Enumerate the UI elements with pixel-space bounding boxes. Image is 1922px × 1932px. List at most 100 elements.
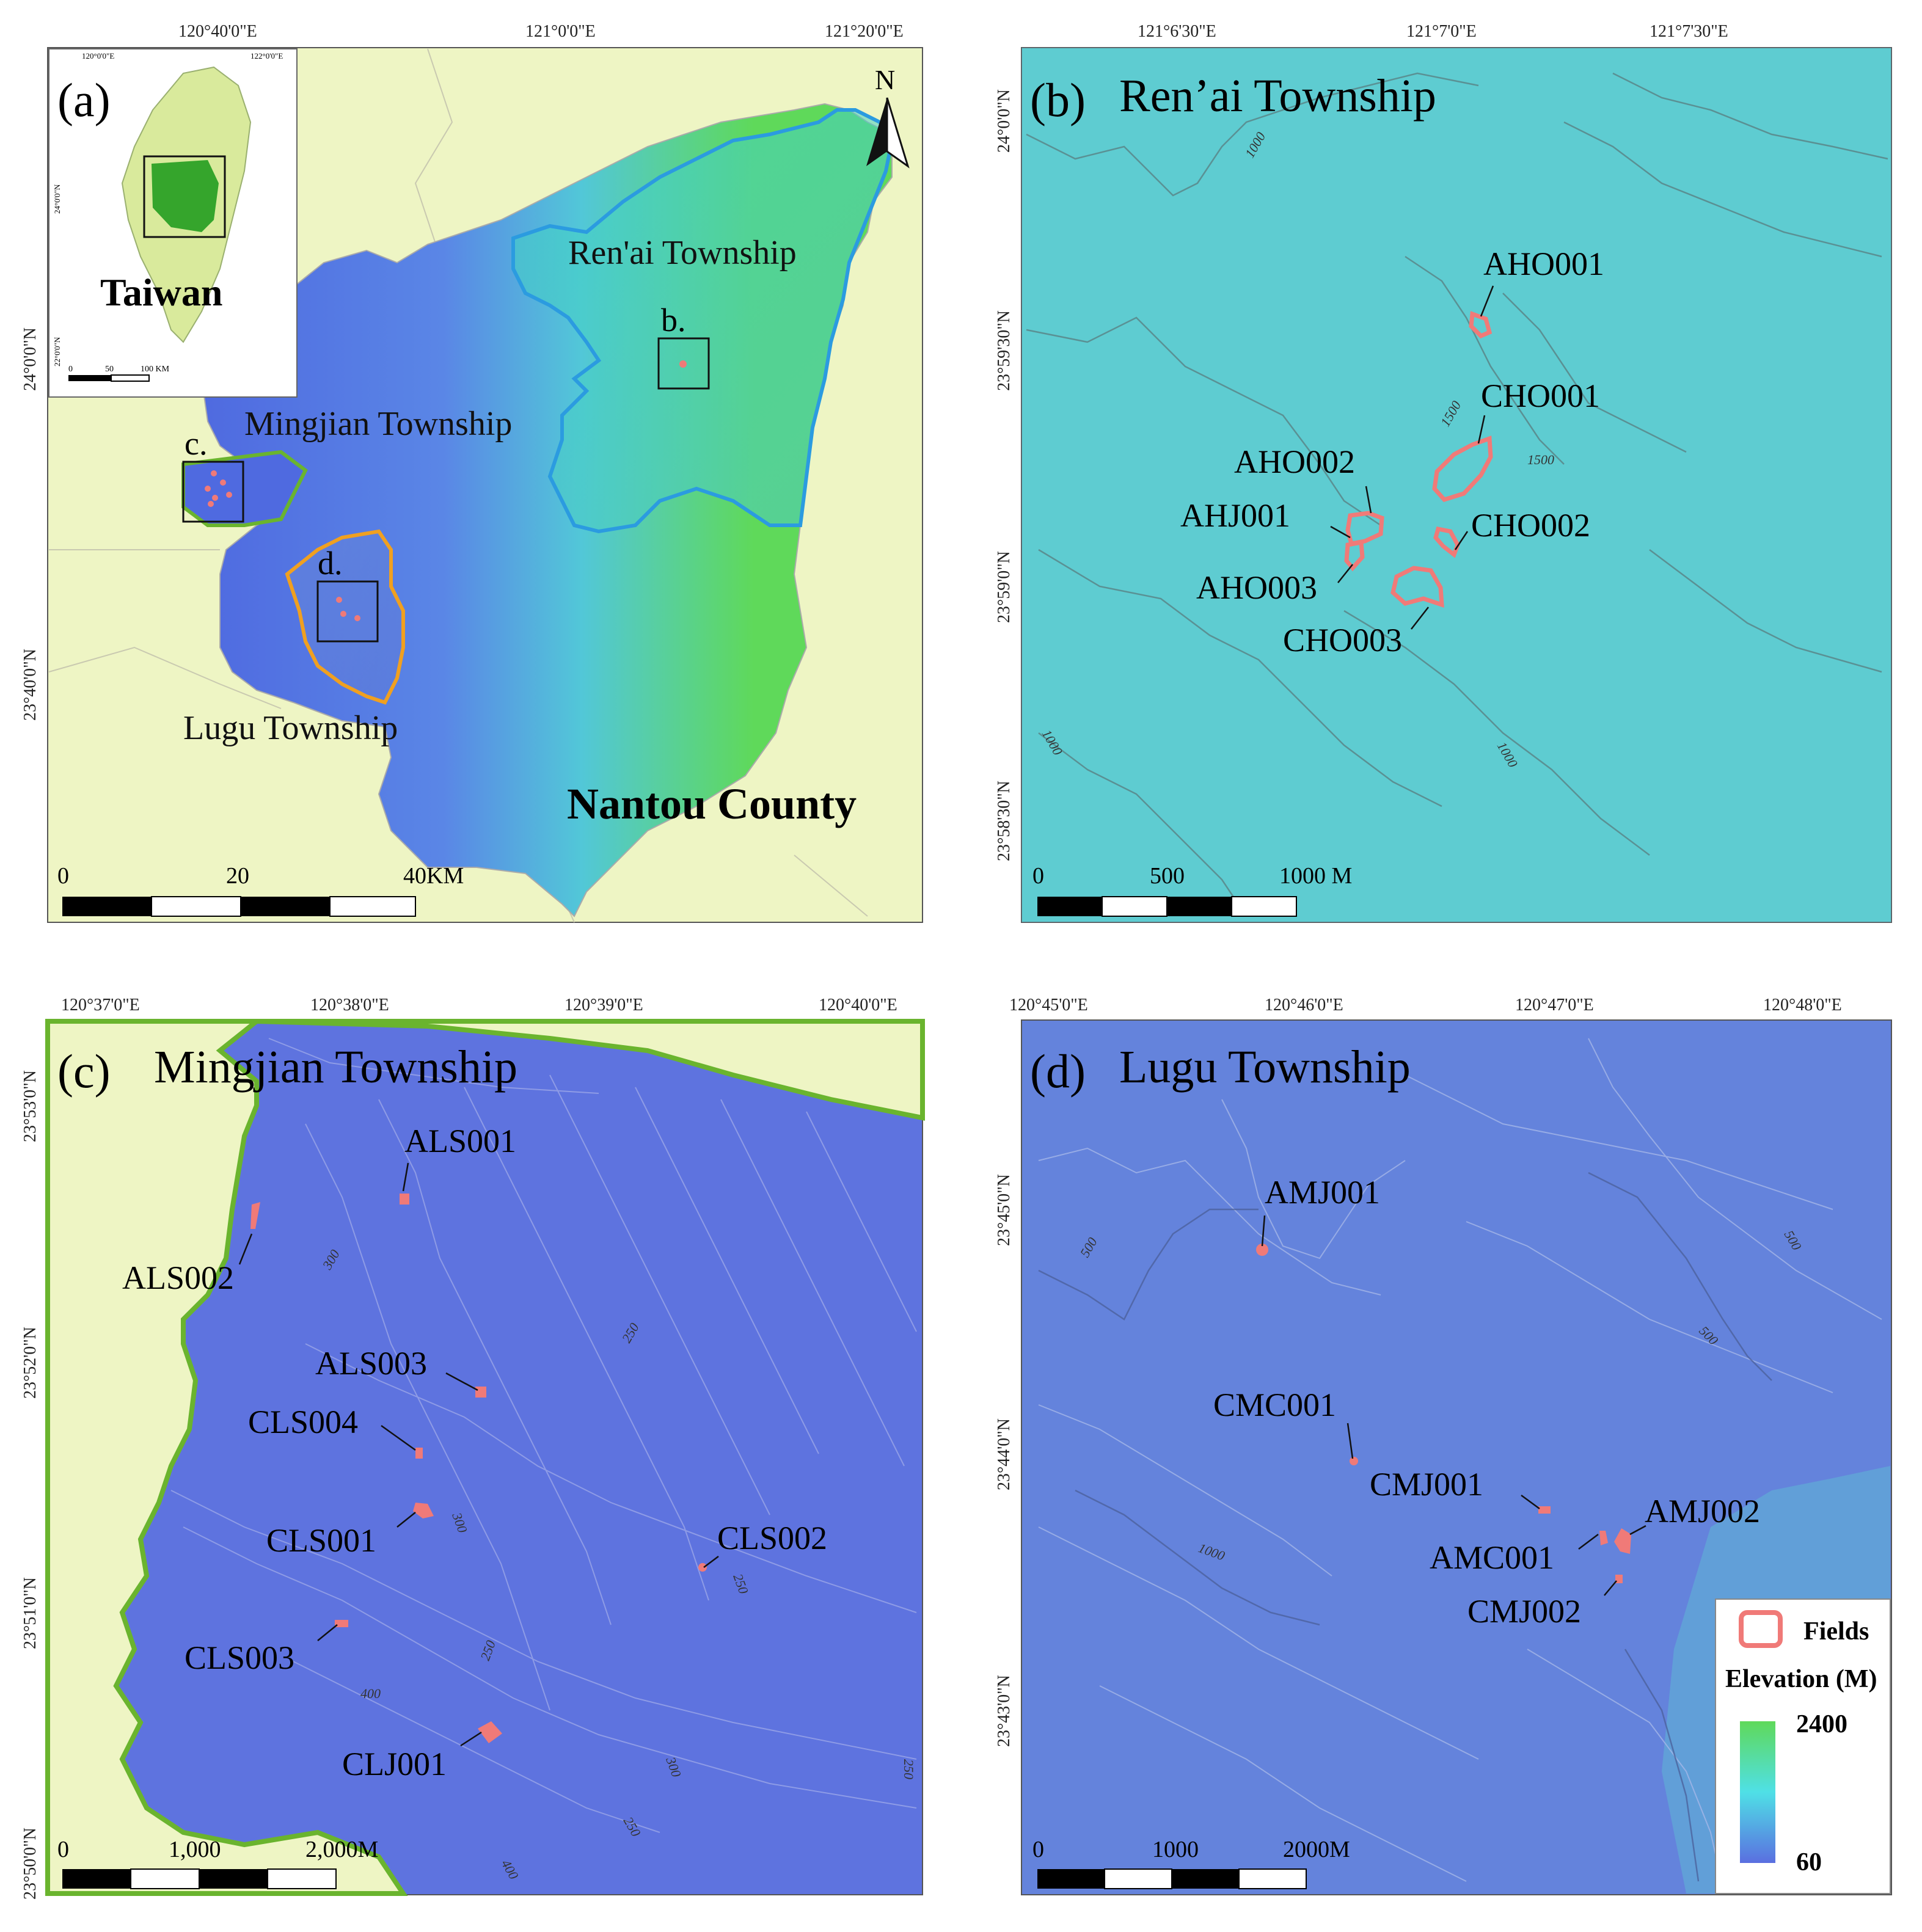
panel-a-scale-bar xyxy=(62,896,416,917)
b-lat-tick-2: 23°59'30"N xyxy=(995,310,1014,391)
c-lat-tick-3: 23°51'0"N xyxy=(21,1577,40,1649)
a-scale-40: 40KM xyxy=(403,863,464,889)
site-aho001: AHO001 xyxy=(1483,246,1604,282)
box-label-c: c. xyxy=(185,425,207,462)
inset-lat-1: 24°0'0"N xyxy=(53,184,62,214)
d-lon-tick-3: 120°47'0"E xyxy=(1515,996,1594,1015)
label-renai: Ren'ai Township xyxy=(568,234,797,272)
north-arrow-icon xyxy=(866,97,910,169)
d-lon-tick-1: 120°45'0"E xyxy=(1009,996,1088,1015)
site-aho002: AHO002 xyxy=(1234,443,1355,480)
a-lon-tick-2: 121°0'0"E xyxy=(525,22,596,41)
site-als002: ALS002 xyxy=(122,1259,234,1296)
panel-a-field-dots xyxy=(205,360,687,621)
panel-c-north-border xyxy=(256,1019,925,1121)
panel-label-d: (d) xyxy=(1030,1044,1086,1098)
site-cls003: CLS003 xyxy=(185,1639,294,1676)
site-clj001: CLJ001 xyxy=(342,1746,447,1782)
site-cmj001: CMJ001 xyxy=(1370,1466,1483,1503)
b-lon-tick-1: 121°6'30"E xyxy=(1138,22,1216,41)
legend-fields-label: Fields xyxy=(1803,1617,1869,1646)
panel-b-scale-bar xyxy=(1037,896,1297,917)
site-cls001: CLS001 xyxy=(266,1522,376,1559)
site-ahj001: AHJ001 xyxy=(1180,497,1290,534)
legend-field-swatch xyxy=(1739,1610,1783,1648)
d-lat-tick-1: 23°45'0"N xyxy=(995,1174,1014,1246)
label-lugu: Lugu Township xyxy=(183,709,398,747)
site-cmc001: CMC001 xyxy=(1213,1387,1336,1423)
d-scale-0: 0 xyxy=(1032,1837,1044,1862)
box-label-d: d. xyxy=(318,545,343,581)
c-lon-tick-1: 120°37'0"E xyxy=(61,996,140,1015)
b-lat-tick-4: 23°58'30"N xyxy=(995,781,1014,861)
inset-scale-50: 50 xyxy=(105,365,114,374)
north-label: N xyxy=(875,64,895,95)
box-d xyxy=(316,580,379,643)
c-scale-1000: 1,000 xyxy=(169,1837,221,1862)
panel-d: 500 500 500 1000 AMJ001 CMC001 CMJ001 AM… xyxy=(995,996,1892,1895)
panel-d-fields xyxy=(1256,1244,1631,1583)
panel-b-frame xyxy=(1021,47,1892,923)
panel-d-scale-bar xyxy=(1037,1868,1307,1889)
c-scale-2000: 2,000M xyxy=(305,1837,378,1862)
inset-scale-100: 100 KM xyxy=(141,365,170,374)
panel-b-fields xyxy=(1344,311,1493,608)
d-lat-tick-2: 23°44'0"N xyxy=(995,1418,1014,1490)
site-cls004: CLS004 xyxy=(248,1404,358,1440)
panel-c-outside-area xyxy=(45,1019,408,1896)
legend-elevation-ramp xyxy=(1740,1721,1775,1863)
b-lat-tick-1: 24°0'0"N xyxy=(995,89,1014,153)
box-c xyxy=(182,461,244,523)
b-scale-500: 500 xyxy=(1150,863,1185,889)
panel-label-b: (b) xyxy=(1030,73,1086,126)
site-amj002: AMJ002 xyxy=(1645,1493,1760,1529)
c-lat-tick-2: 23°52'0"N xyxy=(21,1327,40,1399)
panel-c-contours xyxy=(170,1038,917,1833)
panel-b-leaders xyxy=(1330,285,1494,630)
panel-d-title: Lugu Township xyxy=(1119,1041,1411,1093)
box-label-b: b. xyxy=(661,302,686,338)
panel-d-leaders xyxy=(1261,1215,1646,1596)
panel-label-c: (c) xyxy=(57,1044,111,1098)
c-lat-tick-1: 23°53'0"N xyxy=(21,1070,40,1142)
b-lon-tick-3: 121°7'30"E xyxy=(1650,22,1728,41)
site-cls002: CLS002 xyxy=(717,1520,827,1556)
c-contour-10: 250 xyxy=(901,1759,916,1779)
box-b xyxy=(657,337,710,390)
site-cho001: CHO001 xyxy=(1481,377,1600,414)
panel-c-scale-bar xyxy=(62,1868,337,1889)
inset-lon-2: 122°0'0"E xyxy=(250,51,283,60)
d-lat-tick-3: 23°43'0"N xyxy=(995,1675,1014,1747)
site-cho002: CHO002 xyxy=(1471,507,1590,544)
c-lon-tick-3: 120°39'0"E xyxy=(565,996,643,1015)
a-scale-0: 0 xyxy=(57,863,69,889)
b-scale-1000: 1000 M xyxy=(1279,863,1352,889)
inset-title-taiwan: Taiwan xyxy=(100,271,222,314)
d-lon-tick-4: 120°48'0"E xyxy=(1763,996,1842,1015)
a-lat-tick-2: 23°40'0"N xyxy=(21,649,40,721)
b-lon-tick-2: 121°7'0"E xyxy=(1406,22,1477,41)
taiwan-inset xyxy=(48,48,298,398)
panel-b-title: Ren’ai Township xyxy=(1119,70,1436,122)
d-lon-tick-2: 120°46'0"E xyxy=(1265,996,1343,1015)
label-mingjian: Mingjian Township xyxy=(244,405,512,443)
c-lon-tick-2: 120°38'0"E xyxy=(310,996,389,1015)
panel-c-leaders xyxy=(238,1162,719,1747)
renai-township-boundary xyxy=(511,108,894,534)
a-lat-tick-1: 24°0'0"N xyxy=(21,327,40,391)
panel-d-contours xyxy=(1038,1038,1882,1888)
label-nantou-county: Nantou County xyxy=(567,779,857,828)
legend xyxy=(1715,1598,1891,1894)
panel-a: b. c. d. Ren'ai Township Mingjian Townsh… xyxy=(21,22,923,923)
legend-elevation-min: 60 xyxy=(1796,1848,1822,1876)
a-scale-20: 20 xyxy=(226,863,249,889)
c-scale-0: 0 xyxy=(57,1837,69,1862)
a-lon-tick-3: 121°20'0"E xyxy=(825,22,904,41)
d-scale-2000: 2000M xyxy=(1283,1837,1350,1862)
c-contour-6: 400 xyxy=(360,1686,381,1701)
panel-c: 300 250 300 250 250 400 300 250 400 250 xyxy=(21,996,925,1900)
site-als001: ALS001 xyxy=(404,1123,516,1159)
lugu-township-boundary xyxy=(285,529,405,705)
inset-lat-2: 22°0'0"N xyxy=(53,337,62,366)
